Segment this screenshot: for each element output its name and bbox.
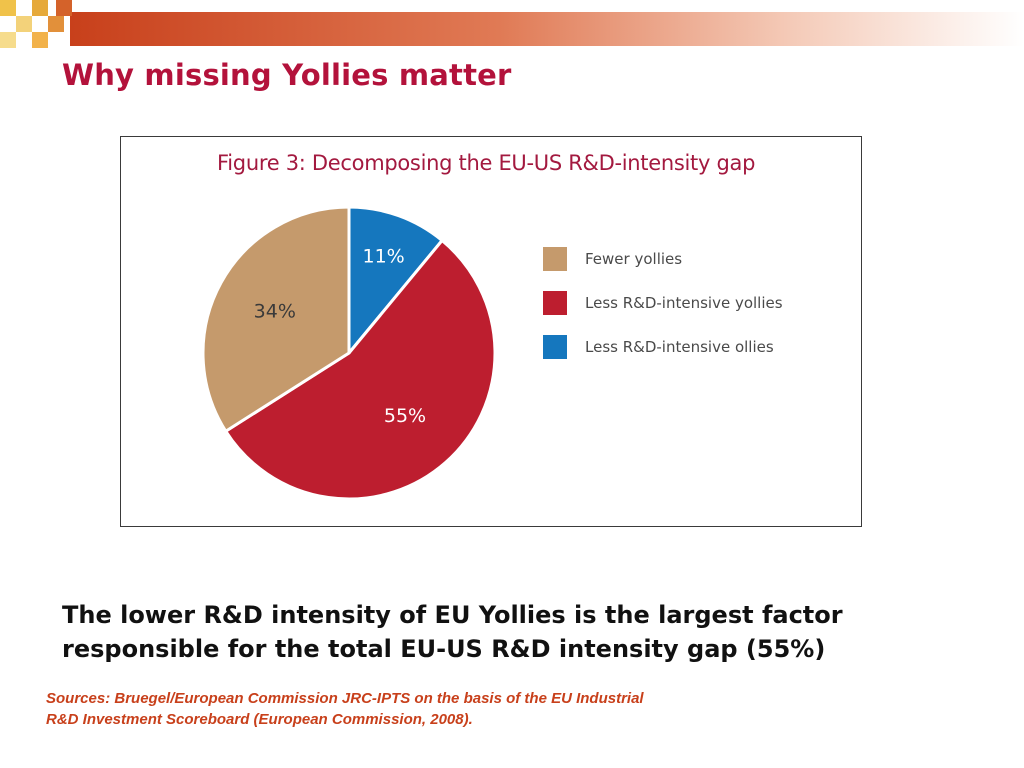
pie-slice-1: [347, 205, 445, 358]
pie-slice-2: [223, 238, 497, 501]
deco-square: [48, 16, 64, 32]
sources-note: Sources: Bruegel/European Commission JRC…: [46, 688, 806, 730]
legend-label: Less R&D-intensive ollies: [585, 338, 774, 356]
legend-label: Fewer yollies: [585, 250, 683, 268]
legend-item: Fewer yollies: [543, 247, 783, 271]
pie-chart: 11% 55% 34%: [201, 205, 497, 501]
chart-legend: Fewer yollies Less R&D-intensive yollies…: [543, 247, 783, 379]
top-gradient-bar: [70, 12, 1024, 46]
top-decoration: [0, 0, 1024, 48]
sources-line: Sources: Bruegel/European Commission JRC…: [46, 690, 644, 707]
slice-label-2: 55%: [384, 405, 426, 427]
conclusion-text: The lower R&D intensity of EU Yollies is…: [62, 601, 843, 663]
legend-label: Less R&D-intensive yollies: [585, 294, 783, 312]
slice-label-1: 11%: [363, 245, 405, 267]
deco-square: [0, 32, 16, 48]
slide-title: Why missing Yollies matter: [62, 58, 512, 92]
legend-item: Less R&D-intensive ollies: [543, 335, 783, 359]
legend-swatch: [543, 291, 567, 315]
deco-square: [0, 0, 16, 16]
legend-item: Less R&D-intensive yollies: [543, 291, 783, 315]
chart-title: Figure 3: Decomposing the EU-US R&D-inte…: [217, 151, 756, 175]
deco-square: [16, 16, 32, 32]
legend-swatch: [543, 247, 567, 271]
slice-label-3: 34%: [254, 301, 296, 323]
deco-square: [32, 0, 48, 16]
legend-swatch: [543, 335, 567, 359]
pie-slice-3: [201, 205, 351, 434]
deco-square: [32, 32, 48, 48]
sources-line: R&D Investment Scoreboard (European Comm…: [46, 711, 473, 728]
pie-chart-figure: Figure 3: Decomposing the EU-US R&D-inte…: [120, 136, 862, 527]
deco-square: [56, 0, 72, 16]
